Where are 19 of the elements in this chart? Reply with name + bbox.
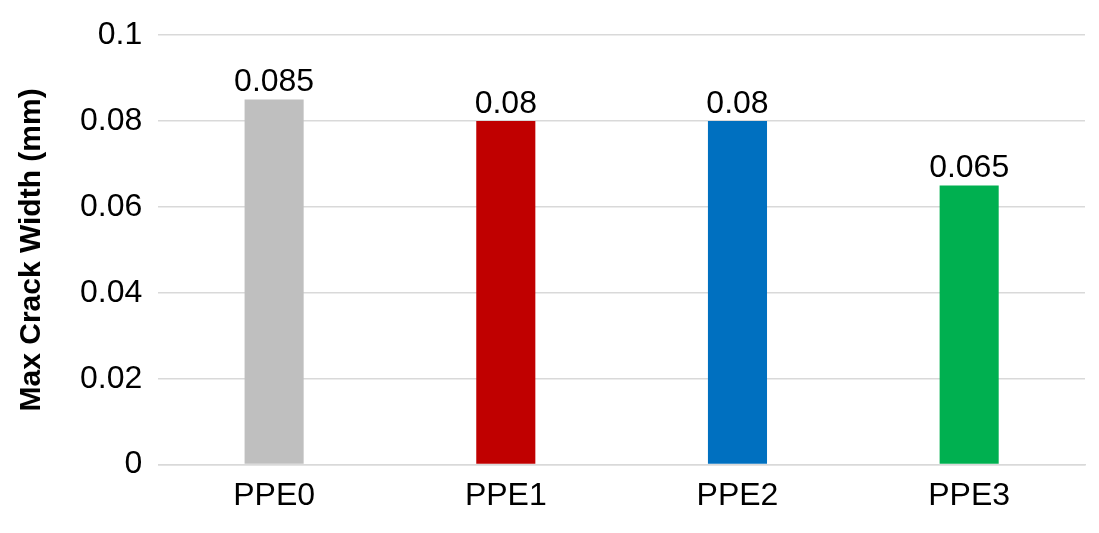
bar [244,99,304,464]
y-tick-label: 0 [124,444,143,481]
y-tick-label: 0.1 [97,15,143,52]
x-tick-label: PPE2 [696,475,779,512]
data-label: 0.08 [474,83,537,120]
data-label: 0.08 [706,83,769,120]
y-tick-label: 0.02 [80,358,143,395]
bar [476,121,536,464]
y-tick-label: 0.08 [80,100,143,137]
y-axis-title: Max Crack Width (mm) [13,88,47,412]
x-tick-label: PPE3 [928,475,1011,512]
x-tick-label: PPE0 [233,475,316,512]
data-label: 0.065 [929,148,1010,185]
y-tick-label: 0.06 [80,186,143,223]
bar [707,121,768,464]
y-tick-label: 0.04 [80,272,143,309]
x-tick-label: PPE1 [464,475,547,512]
bar [939,185,999,464]
data-label: 0.085 [234,62,315,99]
